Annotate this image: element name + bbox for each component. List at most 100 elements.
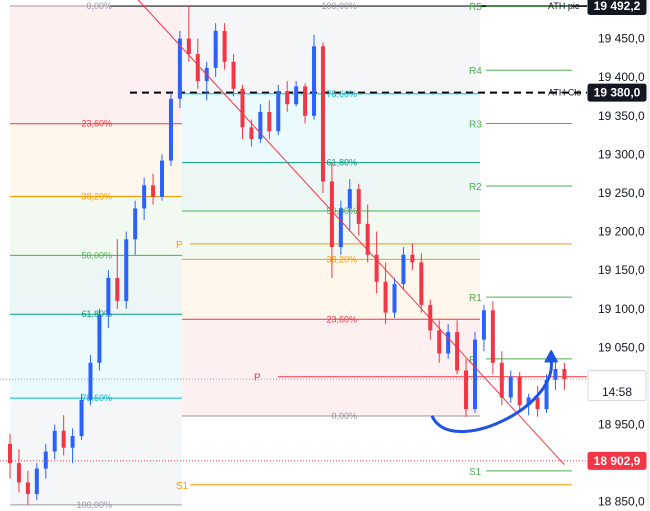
candle-body <box>16 463 21 483</box>
price-tag-value: 19 492,2 <box>594 0 641 13</box>
y-tick-label: 19 100,0 <box>598 302 645 316</box>
candle-down <box>231 54 236 97</box>
candle-up <box>347 179 352 232</box>
pivot-right-label: R5 <box>469 2 482 13</box>
candle-up <box>34 463 39 501</box>
y-tick-label: 19 150,0 <box>598 263 645 277</box>
pivot-right-label: S1 <box>469 467 482 478</box>
candle-up <box>43 443 48 479</box>
candle-body <box>43 451 48 469</box>
candle-body <box>168 98 173 161</box>
candle-up <box>160 154 165 201</box>
candle-up <box>508 370 513 403</box>
price-tags: 19 492,2 ATH pic 19 380,0 ATH Clo 19 008,814… <box>548 0 647 470</box>
candle-body <box>365 223 370 255</box>
fib-zone <box>10 314 182 399</box>
candle-body <box>338 208 343 248</box>
candle-body <box>347 189 352 209</box>
candle-up <box>88 355 93 406</box>
fib-zone <box>10 123 182 197</box>
candle-up <box>481 304 486 352</box>
candle-body <box>455 331 460 371</box>
candle-body <box>160 160 165 197</box>
candle-down <box>410 243 415 271</box>
candle-down <box>490 301 495 375</box>
y-tick-label: 19 300,0 <box>598 147 645 161</box>
candle-body <box>195 54 200 82</box>
pivot-left-label: S1 <box>176 481 189 492</box>
candle-up <box>553 362 558 390</box>
candle-down <box>464 358 469 417</box>
y-tick-label: 19 450,0 <box>598 32 645 46</box>
candle-body <box>481 310 486 340</box>
candle-up <box>52 424 57 460</box>
candle-up <box>276 84 281 136</box>
candle-body <box>267 111 272 132</box>
candle-body <box>186 38 191 55</box>
candle-down <box>25 470 30 505</box>
price-tag-box <box>587 0 647 16</box>
arrow-head <box>544 350 558 363</box>
candle-body <box>231 61 236 89</box>
price-tag-box <box>587 83 647 102</box>
candle-down <box>437 320 442 363</box>
candle-body <box>544 379 549 410</box>
candles <box>8 6 567 505</box>
price-tag-box <box>587 370 647 402</box>
candle-body <box>258 111 263 139</box>
candle-down <box>517 372 522 413</box>
price-tag-box <box>587 451 647 470</box>
price-tag-annotation: ATH Clo <box>548 88 581 98</box>
candle-body <box>249 127 254 139</box>
candle-body <box>79 399 84 437</box>
candle-body <box>472 339 477 410</box>
y-tick-label: 19 050,0 <box>598 340 645 354</box>
fib-zone <box>10 196 182 256</box>
candle-body <box>535 397 540 410</box>
candle-down <box>222 23 227 70</box>
candle-body <box>97 314 102 363</box>
candle-body <box>151 185 156 197</box>
candle-up <box>106 270 111 329</box>
candle-up <box>142 177 147 220</box>
candle-body <box>61 430 66 448</box>
candle-body <box>34 468 39 495</box>
candle-up <box>401 247 406 290</box>
fib-zone <box>10 6 182 124</box>
candle-down <box>562 362 567 390</box>
candle-body <box>553 368 558 380</box>
price-axis[interactable]: 18 850,018 900,018 950,019 000,019 050,0… <box>587 0 650 511</box>
fib-level-label: 78,60% <box>81 393 112 403</box>
pivot-right-label: R1 <box>469 293 482 304</box>
fib-level-label: 78,60% <box>326 89 357 99</box>
candle-body <box>401 254 406 285</box>
candle-down <box>8 433 12 479</box>
candle-body <box>70 436 75 448</box>
candle-up <box>472 331 477 413</box>
fib-zone <box>182 259 480 320</box>
y-tick-label: 18 950,0 <box>598 418 645 432</box>
candle-body <box>303 86 308 116</box>
price-tag: 19 008,814:58 <box>587 370 647 402</box>
candle-down <box>151 173 156 205</box>
session-pivot-label: P <box>254 373 261 384</box>
fib-level-label: 23,60% <box>81 119 112 129</box>
candle-body <box>490 310 495 363</box>
candle-body <box>222 30 227 62</box>
candle-down <box>419 253 424 313</box>
candle-down <box>249 119 254 147</box>
candle-body <box>329 181 334 248</box>
trendline-layer <box>137 0 565 466</box>
candle-up <box>168 92 173 166</box>
fib-level-label: 50,00% <box>81 250 112 260</box>
candle-body <box>25 482 30 495</box>
candle-down <box>535 385 540 417</box>
candle-body <box>52 430 57 452</box>
price-tag-value: 19 380,0 <box>594 86 641 100</box>
price-tag-value: 19 008,8 <box>594 372 641 386</box>
candle-body <box>383 281 388 313</box>
arrow-layer <box>430 350 558 434</box>
candle-body <box>213 30 218 68</box>
